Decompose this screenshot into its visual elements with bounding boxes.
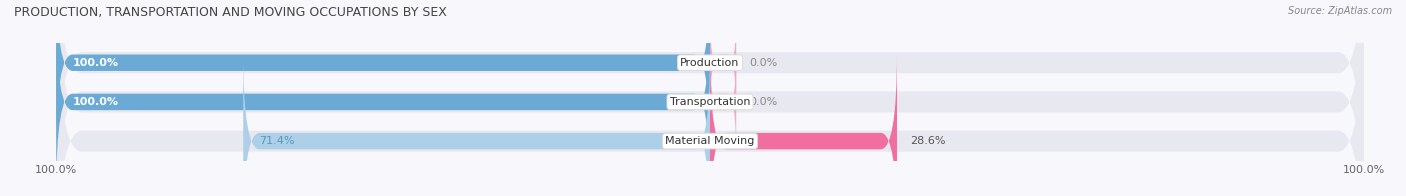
Text: PRODUCTION, TRANSPORTATION AND MOVING OCCUPATIONS BY SEX: PRODUCTION, TRANSPORTATION AND MOVING OC… [14,6,447,19]
FancyBboxPatch shape [710,51,897,196]
FancyBboxPatch shape [56,0,1364,196]
FancyBboxPatch shape [56,12,710,192]
Text: Source: ZipAtlas.com: Source: ZipAtlas.com [1288,6,1392,16]
FancyBboxPatch shape [56,0,1364,196]
Text: 0.0%: 0.0% [749,97,778,107]
Text: 100.0%: 100.0% [73,97,118,107]
Text: 71.4%: 71.4% [260,136,295,146]
FancyBboxPatch shape [710,51,737,152]
Text: 28.6%: 28.6% [910,136,946,146]
FancyBboxPatch shape [710,12,737,113]
Text: Material Moving: Material Moving [665,136,755,146]
Text: 100.0%: 100.0% [73,58,118,68]
Text: 0.0%: 0.0% [749,58,778,68]
Text: Transportation: Transportation [669,97,751,107]
Text: Production: Production [681,58,740,68]
FancyBboxPatch shape [56,0,710,152]
FancyBboxPatch shape [56,0,1364,196]
FancyBboxPatch shape [243,51,710,196]
